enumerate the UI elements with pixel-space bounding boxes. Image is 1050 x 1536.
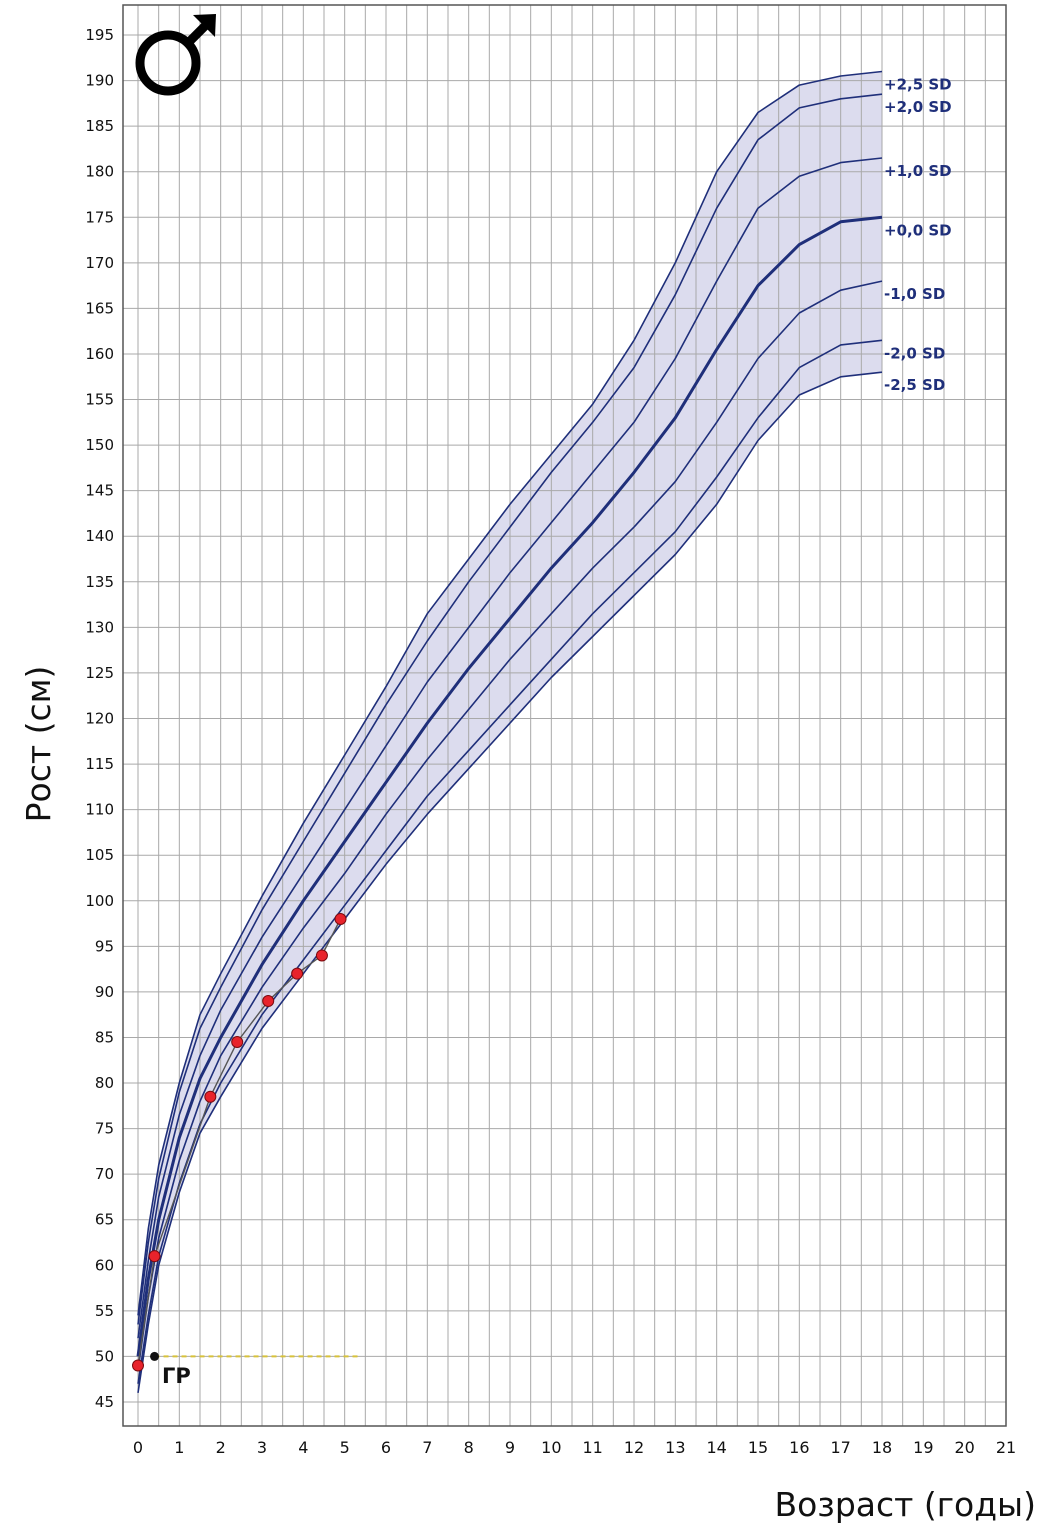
sd-label: +2,0 SD — [884, 98, 952, 116]
y-tick-label: 55 — [95, 1302, 114, 1320]
patient-point — [315, 949, 328, 962]
sd-labels: +2,5 SD +2,0 SD +1,0 SD +0,0 SD -1,0 SD -2,0 … — [884, 75, 952, 394]
x-tick-label: 21 — [996, 1438, 1016, 1457]
y-tick-label: 70 — [95, 1165, 114, 1183]
x-tick-label: 0 — [133, 1438, 143, 1457]
y-tick-label: 95 — [95, 937, 114, 955]
y-tick-label: 65 — [95, 1211, 114, 1229]
x-tick-label: 9 — [505, 1438, 515, 1457]
x-axis-title: Возраст (годы) — [774, 1485, 1036, 1524]
y-tick-label: 190 — [85, 72, 114, 90]
sd-curve — [137, 280, 883, 1371]
x-tick-label: 8 — [464, 1438, 474, 1457]
sd-curve — [136, 215, 883, 1357]
y-tick-label: 100 — [85, 892, 114, 910]
patient-point — [204, 1090, 217, 1103]
y-tick-label: 45 — [95, 1393, 114, 1411]
x-tick-label: 14 — [706, 1438, 726, 1457]
y-tick-label: 165 — [85, 299, 114, 317]
y-tick-label: 60 — [95, 1256, 114, 1274]
plot-frame — [122, 4, 1007, 1427]
patient-point — [334, 912, 347, 925]
male-symbol-icon — [135, 14, 216, 96]
y-tick-label: 125 — [85, 664, 114, 682]
patient-point — [231, 1036, 244, 1049]
y-tick-label: 155 — [85, 391, 114, 409]
patient-points-layer — [132, 912, 360, 1372]
grid-layer — [122, 4, 1007, 1427]
x-tick-label: 2 — [216, 1438, 226, 1457]
x-tick-label: 5 — [340, 1438, 350, 1457]
x-tick-label: 16 — [789, 1438, 809, 1457]
y-tick-label: 110 — [85, 801, 114, 819]
y-axis-title: Рост (см) — [19, 666, 58, 823]
y-tick-labels: 45 50 55 60 65 70 75 80 85 90 95 100 105 110 115 120 125… — [85, 26, 114, 1411]
sd-curve — [137, 371, 883, 1394]
x-tick-label: 12 — [624, 1438, 644, 1457]
y-tick-label: 150 — [85, 436, 114, 454]
x-tick-label: 11 — [582, 1438, 602, 1457]
x-tick-label: 3 — [257, 1438, 267, 1457]
y-tick-label: 80 — [95, 1074, 114, 1092]
y-tick-label: 185 — [85, 117, 114, 135]
y-tick-label: 75 — [95, 1120, 114, 1138]
sd-label: -2,5 SD — [884, 376, 945, 394]
sd-label: -2,0 SD — [884, 344, 945, 362]
gr-point — [150, 1351, 160, 1361]
x-tick-labels: 0 1 2 3 4 5 6 7 8 9 10 11 12 13 14 15 16 17 18 19 20 21 — [133, 1438, 1016, 1457]
sd-label: +1,0 SD — [884, 162, 952, 180]
y-tick-label: 85 — [95, 1028, 114, 1046]
y-tick-label: 120 — [85, 710, 114, 728]
y-tick-label: 145 — [85, 482, 114, 500]
sd-curve — [137, 93, 883, 1325]
y-tick-label: 170 — [85, 254, 114, 272]
x-tick-label: 19 — [913, 1438, 933, 1457]
y-tick-label: 160 — [85, 345, 114, 363]
x-tick-label: 20 — [954, 1438, 974, 1457]
x-tick-label: 15 — [748, 1438, 768, 1457]
x-tick-label: 6 — [381, 1438, 391, 1457]
sd-label: -1,0 SD — [884, 285, 945, 303]
x-tick-label: 18 — [872, 1438, 892, 1457]
sd-label: +2,5 SD — [884, 75, 952, 93]
patient-point — [262, 995, 275, 1008]
patient-point — [132, 1359, 144, 1372]
y-tick-label: 135 — [85, 573, 114, 591]
y-tick-label: 105 — [85, 846, 114, 864]
y-tick-label: 140 — [85, 527, 114, 545]
x-tick-label: 4 — [298, 1438, 308, 1457]
x-tick-label: 10 — [541, 1438, 561, 1457]
y-tick-label: 180 — [85, 163, 114, 181]
sd-curves-layer — [136, 70, 883, 1394]
x-tick-label: 1 — [174, 1438, 184, 1457]
y-tick-label: 115 — [85, 755, 114, 773]
x-tick-label: 17 — [830, 1438, 850, 1457]
y-tick-label: 175 — [85, 208, 114, 226]
sd-curve — [137, 157, 883, 1339]
x-tick-label: 7 — [422, 1438, 432, 1457]
gr-annotation-label: ГР — [162, 1364, 191, 1388]
patient-point — [148, 1250, 161, 1263]
y-tick-label: 130 — [85, 618, 114, 636]
sd-curve — [137, 70, 883, 1316]
y-tick-label: 90 — [95, 983, 114, 1001]
y-tick-label: 50 — [95, 1347, 114, 1365]
sd-label: +0,0 SD — [884, 221, 952, 239]
x-tick-label: 13 — [665, 1438, 685, 1457]
patient-point — [291, 967, 304, 980]
y-tick-label: 195 — [85, 26, 114, 44]
